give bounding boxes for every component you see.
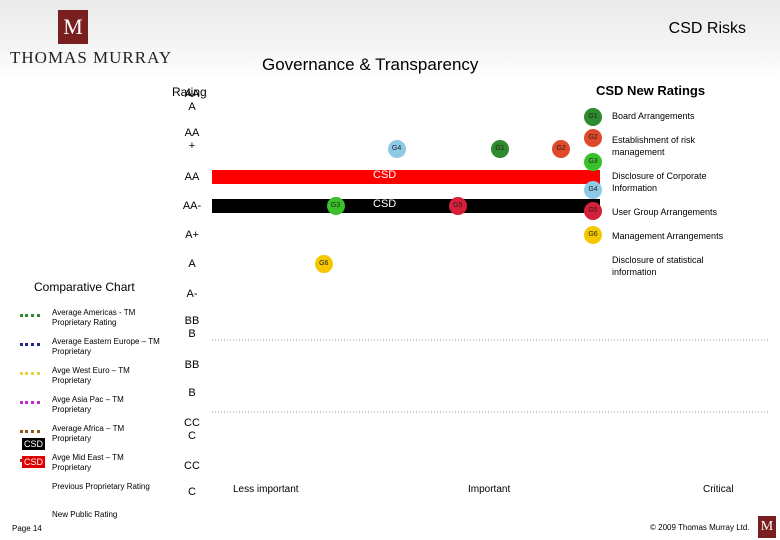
y-tick-label: A bbox=[188, 258, 196, 270]
csd-tag-red: CSD bbox=[22, 456, 46, 468]
legend-label: Board Arrangements bbox=[612, 111, 695, 121]
csd-bar-2 bbox=[212, 199, 600, 213]
legend-title: CSD New Ratings bbox=[596, 83, 706, 98]
legend-dot-g1: G1 bbox=[584, 108, 602, 126]
page-number: Page 14 bbox=[12, 524, 42, 533]
point-g5: G5 bbox=[448, 197, 467, 215]
x-tick-label: Critical bbox=[703, 484, 734, 495]
y-tick-label: C bbox=[188, 486, 196, 498]
comparative-label: Average Americas - TM Proprietary Rating bbox=[52, 308, 136, 327]
legend-label: Disclosure of Corporate Information bbox=[612, 171, 707, 193]
comparative-line bbox=[20, 430, 40, 433]
legend-dot-g4: G4 bbox=[584, 181, 602, 199]
brand-name: THOMAS MURRAY bbox=[10, 48, 173, 67]
y-tick-label: AA A bbox=[184, 88, 200, 113]
csd-tag-black: CSD bbox=[22, 438, 46, 450]
comparative-chart-title: Comparative Chart bbox=[34, 280, 135, 294]
legend-dot-g6: G6 bbox=[584, 226, 602, 244]
y-tick-label: CC C bbox=[184, 417, 200, 442]
point-g6: G6 bbox=[314, 255, 333, 273]
y-tick-label: AA + bbox=[184, 127, 200, 152]
y-axis-title: Rating bbox=[172, 85, 207, 99]
point-g1: G1 bbox=[491, 140, 509, 158]
footer-logo-mark: M bbox=[758, 516, 776, 538]
comparative-label: Average Africa – TM Proprietary bbox=[52, 424, 125, 443]
footer-logo-letter: M bbox=[760, 519, 774, 534]
copyright: © 2009 Thomas Murray Ltd. bbox=[650, 523, 750, 532]
legend-label: User Group Arrangements bbox=[612, 207, 718, 217]
y-tick-label: AA- bbox=[182, 200, 202, 212]
bar-label: CSD bbox=[373, 169, 397, 181]
legend-dot-g5: G5 bbox=[584, 202, 602, 220]
comparative-label: Average Eastern Europe – TM Proprietary bbox=[52, 337, 160, 356]
comparative-label: Avge West Euro – TM Proprietary bbox=[52, 366, 130, 385]
point-g4: G4 bbox=[387, 140, 406, 158]
legend-label: Management Arrangements bbox=[612, 231, 724, 241]
legend-dot-g3: G3 bbox=[584, 153, 602, 171]
point-g3: G3 bbox=[326, 197, 345, 215]
y-tick-label: B bbox=[188, 387, 196, 399]
comparative-line bbox=[20, 314, 40, 317]
section-title: Governance & Transparency bbox=[262, 55, 479, 74]
y-tick-label: A- bbox=[186, 288, 198, 300]
y-tick-label: BB B bbox=[184, 315, 200, 340]
y-tick-label: AA bbox=[184, 171, 200, 183]
header-background bbox=[0, 0, 780, 84]
comparative-line bbox=[20, 401, 40, 404]
y-tick-label: CC bbox=[184, 460, 200, 472]
comparative-line bbox=[20, 372, 40, 375]
y-tick-label: A+ bbox=[185, 229, 199, 241]
x-tick-label: Less important bbox=[233, 484, 299, 495]
logo-letter: M bbox=[63, 14, 83, 39]
comparative-label: Previous Proprietary Rating bbox=[52, 482, 150, 491]
legend-label: Disclosure of statistical information bbox=[612, 255, 704, 277]
csd-bar-1 bbox=[212, 170, 600, 184]
comparative-line bbox=[20, 343, 40, 346]
comparative-label: Avge Asia Pac – TM Proprietary bbox=[52, 395, 124, 414]
legend-label: Establishment of risk management bbox=[612, 135, 696, 157]
y-tick-label: BB bbox=[184, 359, 200, 371]
comparative-label: Avge Mid East – TM Proprietary bbox=[52, 453, 124, 472]
bar-label: CSD bbox=[373, 198, 397, 210]
document-title: CSD Risks bbox=[668, 20, 746, 37]
legend-dot-g2: G2 bbox=[584, 129, 602, 147]
point-g2: G2 bbox=[552, 140, 571, 158]
logo-mark: M bbox=[58, 10, 88, 44]
x-tick-label: Important bbox=[468, 484, 511, 495]
comparative-label: New Public Rating bbox=[52, 510, 118, 519]
